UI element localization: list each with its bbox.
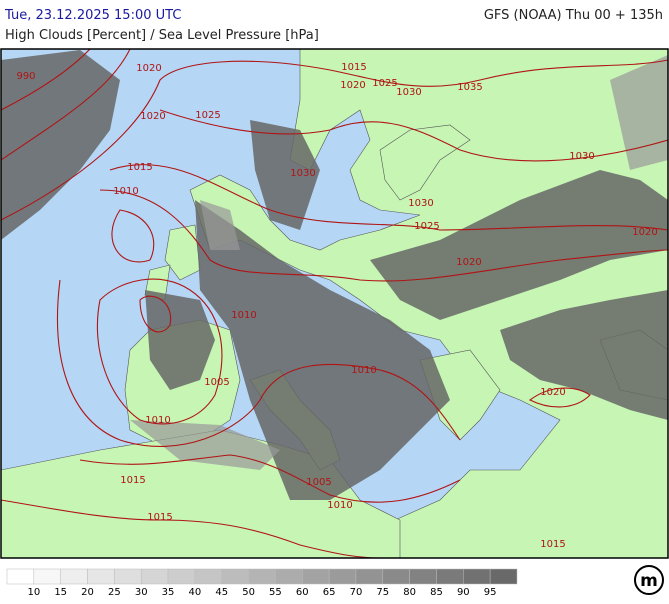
legend-swatch: [463, 568, 491, 585]
isobar-label: 1010: [351, 365, 376, 376]
isobar-label: 1005: [204, 377, 229, 388]
legend-tick-label: 85: [430, 587, 443, 598]
legend-tick-label: 65: [323, 587, 336, 598]
legend-swatch: [328, 568, 357, 585]
isobar-label: 1015: [127, 162, 152, 173]
legend-swatch: [275, 568, 303, 585]
legend-swatch: [167, 568, 196, 585]
legend-tick-label: 35: [162, 587, 175, 598]
isobar-label: 990: [16, 71, 35, 82]
legend-tick-label: 55: [269, 587, 282, 598]
legend-swatch: [60, 568, 88, 585]
clouds: [1, 50, 668, 500]
isobar-label: 1025: [195, 110, 220, 121]
isobar-label: 1005: [306, 477, 331, 488]
legend-swatch: [6, 568, 35, 585]
isobar-label: 1010: [327, 500, 352, 511]
isobar-label: 1020: [136, 63, 161, 74]
isobar-label: 1020: [456, 257, 481, 268]
isobar-label: 1020: [540, 387, 565, 398]
isobar-label: 1010: [145, 415, 170, 426]
header-model: GFS (NOAA) Thu 00 + 135h: [484, 8, 663, 23]
isobars: [1, 49, 668, 558]
isobar-label: 1015: [341, 62, 366, 73]
isobar-label: 1025: [372, 78, 397, 89]
isobar-label: 1035: [457, 82, 482, 93]
legend-tick-label: 10: [27, 587, 40, 598]
legend-tick-label: 20: [81, 587, 94, 598]
legend-swatch: [436, 568, 464, 585]
logo: m: [634, 565, 664, 595]
legend-swatch: [248, 568, 276, 585]
map-frame: [0, 48, 669, 559]
legend-swatch: [194, 568, 222, 585]
legend-swatch: [33, 568, 61, 585]
header-date: Tue, 23.12.2025 15:00 UTC: [4, 8, 181, 23]
isobar-label: 1020: [632, 227, 657, 238]
isobar-label: 1025: [414, 221, 439, 232]
isobar-label: 1010: [231, 310, 256, 321]
logo-text: m: [640, 571, 658, 591]
legend-tick-label: 70: [350, 587, 363, 598]
isobar-label: 1015: [120, 475, 145, 486]
isobar-label: 1015: [540, 539, 565, 550]
isobar-label: 1030: [569, 151, 594, 162]
isobar-label: 1010: [113, 186, 138, 197]
isobar-label: 1030: [290, 168, 315, 179]
isobar-label: 1030: [408, 198, 433, 209]
legend-tick-label: 80: [403, 587, 416, 598]
legend-tick-label: 30: [135, 587, 148, 598]
legend-tick-label: 45: [215, 587, 228, 598]
legend-tick-label: 60: [296, 587, 309, 598]
header-subtitle: High Clouds [Percent] / Sea Level Pressu…: [5, 28, 319, 43]
legend-tick-label: 75: [376, 587, 389, 598]
legend-tick-label: 90: [457, 587, 470, 598]
legend-tick-label: 50: [242, 587, 255, 598]
legend: 10 15 20 25 30 35 40 45 50 55 60 65 70 75 80 85 90 95: [6, 568, 518, 598]
isobar-label: 1020: [140, 111, 165, 122]
isobar-label: 1015: [147, 512, 172, 523]
legend-swatch: [140, 568, 169, 585]
legend-swatch: [114, 568, 142, 585]
isobar-label: 1020: [340, 80, 365, 91]
legend-swatch: [302, 568, 330, 585]
legend-tick-label: 95: [484, 587, 497, 598]
legend-swatch: [87, 568, 115, 585]
legend-swatch: [489, 568, 518, 585]
legend-swatch: [409, 568, 437, 585]
legend-tick-label: 40: [189, 587, 202, 598]
legend-swatch: [221, 568, 249, 585]
legend-swatch: [382, 568, 410, 585]
legend-swatch: [355, 568, 384, 585]
isobar-label: 1030: [396, 87, 421, 98]
legend-tick-label: 25: [108, 587, 121, 598]
legend-tick-label: 15: [54, 587, 67, 598]
